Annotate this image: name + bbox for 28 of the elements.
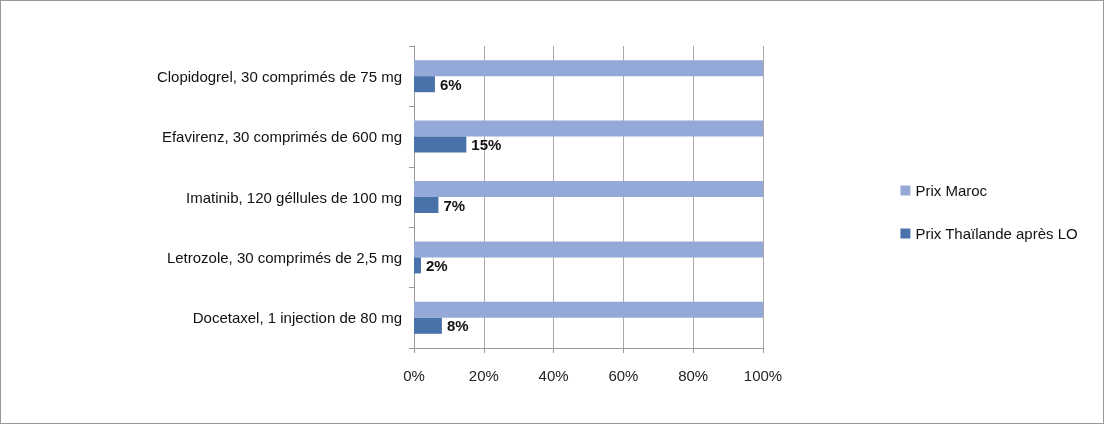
- bar: [414, 76, 435, 93]
- data-label: 2%: [425, 256, 448, 274]
- x-tick-label: 80%: [678, 367, 709, 384]
- legend-label: Prix Maroc: [915, 182, 988, 199]
- bar: [414, 60, 763, 77]
- x-tick-label: 100%: [743, 367, 783, 384]
- x-tick-label: 60%: [608, 367, 639, 384]
- bar: [414, 241, 763, 258]
- x-tick-label: 0%: [403, 367, 425, 384]
- y-tick-label: Efavirenz, 30 comprimés de 600 mg: [161, 128, 402, 146]
- x-tick-label: 40%: [538, 367, 569, 384]
- y-tick-label: Imatinib, 120 géllules de 100 mg: [186, 188, 402, 206]
- data-label: 15%: [471, 136, 502, 154]
- bar: [414, 181, 763, 197]
- x-tick-label: 20%: [468, 367, 499, 384]
- bar: [414, 317, 442, 334]
- data-label: 6%: [439, 75, 462, 93]
- bar: [414, 257, 421, 274]
- bar: [414, 197, 439, 213]
- y-tick-label: Docetaxel, 1 injection de 80 mg: [192, 309, 402, 327]
- bar: [414, 301, 763, 318]
- legend-label: Prix Thaïlande après LO: [915, 225, 1078, 242]
- bar: [414, 136, 467, 153]
- y-tick-label: Letrozole, 30 comprimés de 2,5 mg: [166, 248, 402, 266]
- data-label: 8%: [446, 317, 469, 335]
- bar: [414, 120, 763, 137]
- data-label: 7%: [443, 196, 466, 214]
- y-tick-label: Clopidogrel, 30 comprimés de 75 mg: [156, 67, 402, 85]
